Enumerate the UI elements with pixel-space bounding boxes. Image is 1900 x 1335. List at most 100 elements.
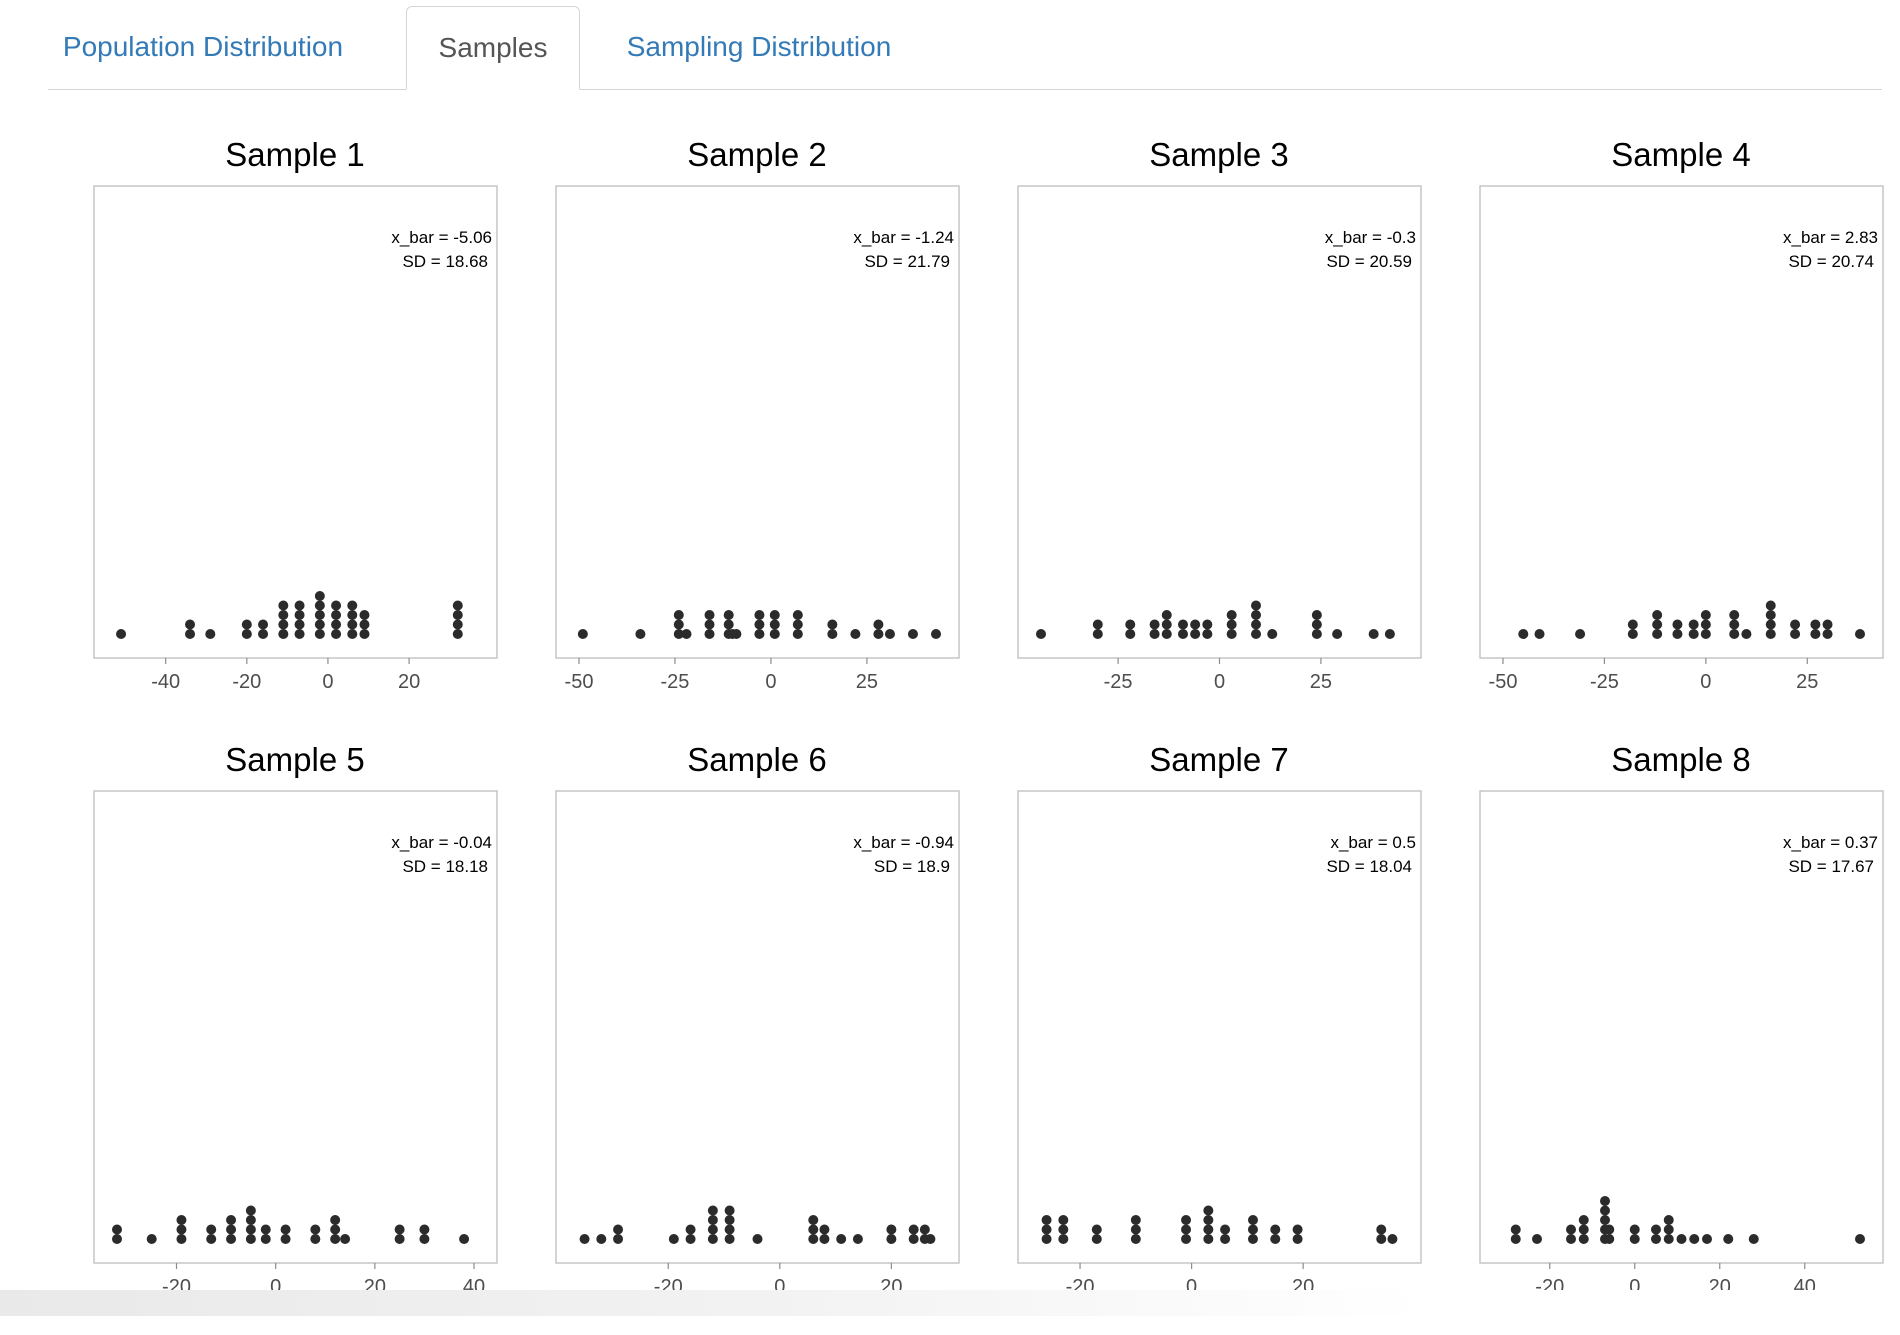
data-point bbox=[294, 629, 305, 639]
data-point bbox=[1091, 1234, 1102, 1244]
data-point bbox=[314, 610, 325, 620]
data-point bbox=[459, 1234, 470, 1244]
data-point bbox=[1041, 1224, 1052, 1235]
data-point bbox=[1629, 1224, 1640, 1235]
data-point bbox=[1203, 1205, 1214, 1216]
x-tick-label: 20 bbox=[398, 671, 420, 693]
data-point bbox=[1689, 1234, 1700, 1244]
data-point bbox=[1161, 610, 1172, 620]
data-point bbox=[1566, 1234, 1576, 1244]
data-point bbox=[1247, 1215, 1258, 1225]
data-point bbox=[176, 1215, 187, 1225]
data-point bbox=[1292, 1234, 1303, 1244]
data-point bbox=[1220, 1224, 1231, 1235]
data-point bbox=[1203, 1224, 1214, 1235]
data-point bbox=[873, 629, 884, 639]
data-point bbox=[1092, 629, 1103, 639]
x-bar-label: x_bar = -0.94 bbox=[853, 833, 954, 852]
data-point bbox=[185, 619, 196, 630]
data-point bbox=[1311, 610, 1322, 620]
data-point bbox=[1700, 610, 1711, 620]
sample-plot-2: Sample 2 x_bar = -1.24 SD = 21.79 -50 -25 0 25 bbox=[554, 130, 1014, 730]
data-point bbox=[704, 629, 715, 639]
data-point bbox=[241, 619, 252, 630]
data-point bbox=[1575, 629, 1586, 639]
data-point bbox=[1202, 629, 1213, 639]
sample-plot-svg: Sample 3 x_bar = -0.3 SD = 20.59 -25 0 25 bbox=[1017, 136, 1422, 693]
data-point bbox=[1765, 629, 1776, 639]
tab-sampling-distribution[interactable]: Sampling Distribution bbox=[626, 31, 892, 62]
data-point bbox=[884, 629, 895, 639]
data-point bbox=[1700, 619, 1711, 630]
plot-panel-frame bbox=[1479, 185, 1884, 659]
data-point bbox=[752, 1234, 763, 1244]
data-point bbox=[1177, 619, 1188, 630]
data-point bbox=[1672, 619, 1683, 630]
data-point bbox=[1651, 1224, 1661, 1235]
tab-population-distribution[interactable]: Population Distribution bbox=[62, 31, 344, 62]
data-point bbox=[792, 619, 803, 630]
data-point bbox=[1311, 619, 1322, 630]
x-bar-label: x_bar = -0.04 bbox=[391, 833, 492, 852]
x-tick-label: 25 bbox=[1796, 671, 1818, 693]
plot-panel-frame bbox=[1017, 185, 1422, 659]
data-point bbox=[330, 1224, 341, 1235]
data-point bbox=[769, 629, 780, 639]
data-point bbox=[1058, 1224, 1069, 1235]
data-point bbox=[314, 629, 325, 639]
data-point bbox=[1663, 1234, 1674, 1244]
plot-title: Sample 4 bbox=[1611, 136, 1750, 173]
data-point bbox=[1332, 629, 1343, 639]
data-point bbox=[260, 1234, 271, 1244]
data-point bbox=[723, 610, 734, 620]
x-tick-label: -50 bbox=[565, 671, 594, 693]
data-point bbox=[673, 629, 684, 639]
data-point bbox=[1368, 629, 1379, 639]
data-point bbox=[359, 610, 370, 620]
plot-title: Sample 1 bbox=[225, 136, 364, 173]
data-point bbox=[707, 1215, 718, 1225]
sd-label: SD = 18.9 bbox=[874, 857, 950, 876]
data-point bbox=[278, 600, 289, 611]
x-tick-label: -50 bbox=[1489, 671, 1518, 693]
data-point bbox=[330, 1234, 341, 1244]
plot-panel-frame bbox=[1017, 790, 1422, 1264]
tab-bar: Population Distribution Samples Sampling… bbox=[48, 6, 1882, 90]
data-point bbox=[1723, 1234, 1734, 1244]
data-point bbox=[577, 629, 588, 639]
data-point bbox=[754, 610, 765, 620]
data-point bbox=[673, 619, 684, 630]
data-point bbox=[1534, 629, 1545, 639]
data-point bbox=[925, 1234, 936, 1244]
data-point bbox=[1729, 629, 1740, 639]
data-point bbox=[245, 1215, 256, 1225]
data-point bbox=[1790, 619, 1801, 630]
data-point bbox=[1663, 1224, 1674, 1235]
data-point bbox=[1566, 1224, 1576, 1235]
data-point bbox=[1822, 629, 1833, 639]
data-point bbox=[1270, 1224, 1281, 1235]
data-point bbox=[278, 619, 289, 630]
data-point bbox=[146, 1234, 157, 1244]
x-bar-label: x_bar = -0.3 bbox=[1325, 228, 1416, 247]
data-point bbox=[681, 629, 692, 639]
data-point bbox=[260, 1224, 271, 1235]
sample-plot-svg: Sample 1 x_bar = -5.06 SD = 18.68 -40 -20 0 20 bbox=[93, 136, 498, 693]
x-tick-label: 0 bbox=[1629, 1276, 1640, 1298]
data-point bbox=[419, 1234, 430, 1244]
data-point bbox=[1702, 1234, 1712, 1244]
data-point bbox=[1267, 629, 1278, 639]
data-point bbox=[1627, 629, 1638, 639]
data-point bbox=[1600, 1196, 1610, 1206]
data-point bbox=[792, 610, 803, 620]
sample-plot-6: Sample 6 x_bar = -0.94 SD = 18.9 -20 0 20 bbox=[554, 735, 1014, 1335]
data-point bbox=[731, 629, 742, 639]
data-point bbox=[1041, 1215, 1052, 1225]
data-point bbox=[1181, 1224, 1192, 1235]
x-tick-label: -40 bbox=[151, 671, 180, 693]
x-bar-label: x_bar = -1.24 bbox=[853, 228, 954, 247]
tab-samples[interactable]: Samples bbox=[406, 6, 580, 90]
data-point bbox=[704, 610, 715, 620]
plot-panel-frame bbox=[555, 790, 960, 1264]
data-point bbox=[1292, 1224, 1303, 1235]
